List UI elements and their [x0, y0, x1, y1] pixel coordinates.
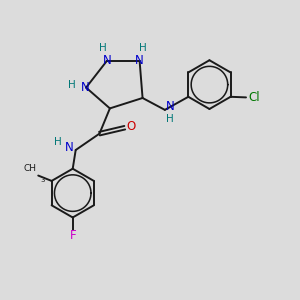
Text: N: N	[166, 100, 175, 113]
Text: CH: CH	[24, 164, 37, 173]
Text: H: H	[139, 44, 147, 53]
Text: F: F	[69, 230, 76, 242]
Text: N: N	[135, 54, 144, 67]
Text: Cl: Cl	[248, 91, 260, 104]
Text: N: N	[65, 140, 74, 154]
Text: N: N	[81, 81, 90, 94]
Text: H: H	[54, 137, 62, 147]
Text: H: H	[68, 80, 76, 90]
Text: H: H	[166, 114, 174, 124]
Text: H: H	[100, 44, 107, 53]
Text: 3: 3	[40, 177, 45, 183]
Text: O: O	[127, 120, 136, 133]
Text: N: N	[103, 54, 111, 67]
